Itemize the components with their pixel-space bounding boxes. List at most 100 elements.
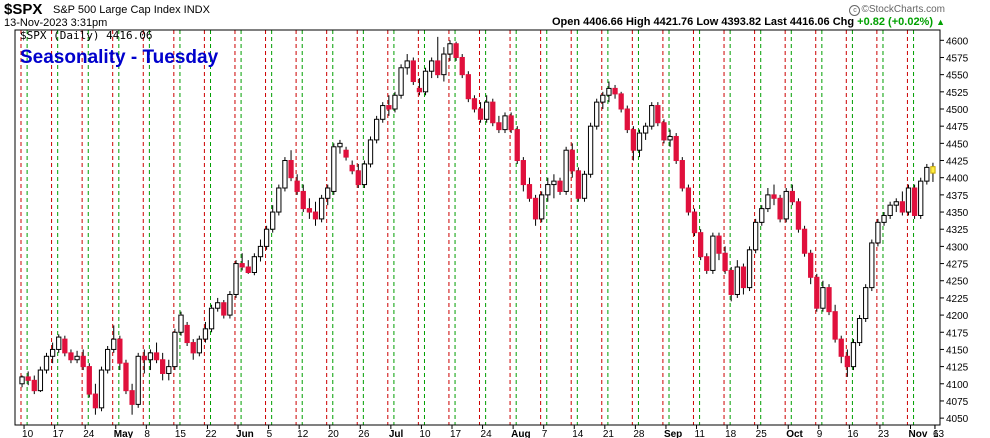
candle-body	[722, 252, 728, 271]
up-triangle-icon: ▲	[936, 17, 945, 27]
y-tick-label: 4400	[946, 174, 969, 185]
x-tick-label: 13	[933, 429, 945, 438]
candle-body	[740, 266, 747, 289]
candle-body	[581, 173, 588, 199]
candle-body	[520, 160, 526, 186]
x-tick-label: 16	[847, 429, 859, 438]
candle-body	[129, 390, 135, 405]
x-tick-label: 10	[22, 429, 34, 438]
candle-body	[257, 245, 264, 258]
candle-body	[31, 379, 37, 392]
plot-border	[14, 29, 941, 426]
candle-body	[153, 352, 160, 361]
candle-body	[398, 67, 404, 96]
candle-body	[453, 43, 459, 58]
quote-datetime: 13-Nov-2023 3:31pm	[4, 17, 108, 29]
candle-body	[80, 355, 86, 368]
x-tick-label: 15	[175, 429, 187, 438]
candle-body	[563, 149, 569, 192]
series-legend: $SPX (Daily) 4416.06	[20, 29, 152, 42]
candle-body	[484, 101, 490, 120]
candle-body	[392, 94, 398, 110]
candle-body	[325, 187, 331, 199]
x-tick-label: 22	[205, 429, 217, 438]
candle-body	[905, 187, 912, 213]
candle-body	[600, 94, 606, 103]
candle-body	[184, 324, 190, 344]
y-tick-label: 4475	[946, 122, 969, 133]
candles	[19, 36, 936, 415]
candle-body	[98, 369, 105, 409]
candle-body	[863, 287, 869, 320]
candle-body	[380, 105, 386, 120]
x-tick-label: 18	[725, 429, 737, 438]
x-tick-label: 9	[817, 429, 823, 438]
x-tick-label: 14	[572, 429, 584, 438]
copyright-icon: c	[849, 5, 861, 16]
y-tick-label: 4350	[946, 208, 969, 219]
candle-body	[496, 122, 502, 131]
candle-body	[43, 355, 50, 371]
candle-body	[869, 242, 875, 289]
candle-body	[734, 266, 740, 295]
y-axis: 4050 4075 4100 4125 4150 4175 4200 4225 4250 4275…	[940, 36, 969, 425]
candle-body	[294, 180, 300, 192]
candle-body	[312, 211, 319, 220]
candle-body	[850, 342, 857, 368]
y-tick-label: 4550	[946, 71, 969, 82]
candle-body	[227, 293, 233, 316]
x-tick-label: 8	[144, 429, 150, 438]
candle-body	[924, 166, 930, 182]
candle-body	[771, 194, 777, 199]
candle-body	[239, 263, 245, 268]
candle-body	[361, 163, 368, 186]
candle-body	[160, 359, 166, 374]
candle-body	[270, 211, 276, 230]
candle-body	[410, 60, 416, 83]
y-tick-label: 4600	[946, 36, 969, 47]
candle-body	[37, 369, 44, 392]
open-value: 4406.66	[583, 16, 623, 28]
candle-body	[386, 105, 392, 110]
x-tick-label: Sep	[664, 429, 682, 438]
candle-body	[416, 87, 423, 93]
candle-body	[86, 366, 92, 395]
x-tick-label: 5	[267, 429, 273, 438]
candle-body	[508, 115, 514, 131]
candle-body	[569, 149, 575, 172]
candle-body	[820, 287, 826, 309]
candle-body	[697, 232, 704, 258]
y-tick-label: 4325	[946, 225, 969, 236]
candle-body	[789, 190, 795, 203]
candle-body	[612, 87, 618, 95]
y-tick-label: 4125	[946, 363, 969, 374]
y-tick-label: 4100	[946, 380, 969, 391]
candle-body	[832, 311, 838, 340]
last-value: 4416.06	[789, 16, 830, 28]
symbol: $SPX	[4, 1, 43, 18]
candle-body	[679, 160, 685, 189]
candle-body	[642, 125, 649, 134]
candle-body	[557, 180, 563, 192]
candle-body	[147, 352, 154, 361]
candle-body	[447, 43, 453, 55]
candle-body	[141, 355, 147, 361]
y-tick-label: 4300	[946, 242, 969, 253]
candle-body	[117, 338, 123, 364]
x-tick-label: 26	[358, 429, 370, 438]
candle-body	[606, 87, 612, 96]
y-tick-label: 4225	[946, 294, 969, 305]
candle-body	[190, 342, 196, 354]
candle-body	[355, 170, 361, 186]
candle-body	[856, 318, 863, 344]
symbol-description: S&P 500 Large Cap Index INDX	[53, 4, 210, 16]
x-tick-label: 25	[756, 429, 768, 438]
candle-body	[202, 328, 209, 340]
candle-body	[349, 164, 355, 172]
candle-body	[172, 331, 178, 368]
candle-body	[759, 208, 765, 223]
chart-title: Seasonality - Tuesday	[20, 47, 219, 68]
candle-body	[753, 221, 759, 251]
y-tick-label: 4450	[946, 139, 969, 150]
candle-body	[68, 352, 74, 361]
